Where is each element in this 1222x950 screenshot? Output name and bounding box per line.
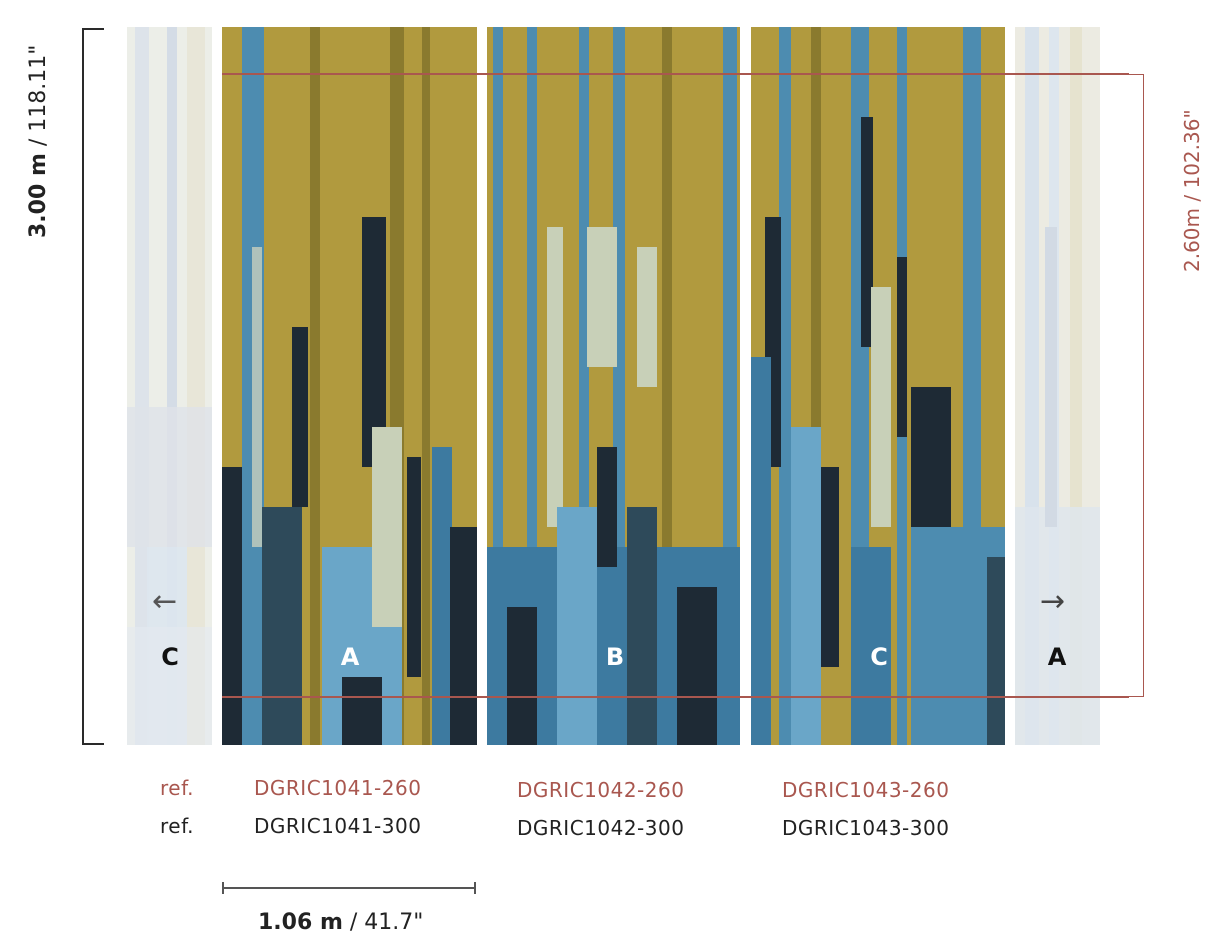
width-label-bold: 1.06 m	[258, 910, 343, 935]
arrow-right-icon: →	[1040, 584, 1066, 619]
panel-letter: C	[870, 643, 888, 671]
height-label-bold: 3.00 m	[26, 153, 51, 238]
panel-a	[222, 27, 477, 745]
ref-code-260: DGRIC1041-260	[254, 776, 422, 800]
ref-code-260: DGRIC1043-260	[782, 778, 950, 802]
panel-b	[487, 27, 740, 745]
ikat-pattern-a	[222, 27, 477, 745]
ref-code-300: DGRIC1041-300	[254, 814, 422, 838]
panel-letter: C	[161, 643, 179, 671]
ref-prefix-260: ref.	[160, 776, 195, 800]
width-measure-line	[222, 887, 476, 889]
ikat-pattern-c	[751, 27, 1005, 745]
usable-height-bracket	[1122, 74, 1144, 697]
bottom-usable-line	[222, 696, 1129, 698]
width-measure-tick-right	[474, 882, 476, 894]
width-label-rest: / 41.7"	[342, 910, 424, 935]
arrow-left-icon: ←	[152, 584, 178, 619]
pale-ikat-pattern	[1015, 27, 1100, 745]
pale-ikat-pattern	[127, 27, 212, 745]
width-measure-tick-left	[222, 882, 224, 894]
height-bracket	[82, 28, 104, 745]
ref-code-300: DGRIC1042-300	[517, 816, 685, 840]
height-label-rest: / 118.11"	[26, 44, 51, 154]
top-usable-line	[222, 73, 1129, 75]
ref-code-300: DGRIC1043-300	[782, 816, 950, 840]
usable-height-label: 2.60m / 102.36"	[1180, 109, 1204, 272]
panel-letter: A	[340, 643, 360, 671]
ref-code-260: DGRIC1042-260	[517, 778, 685, 802]
panel-preview-right-a	[1015, 27, 1100, 745]
panel-letter: A	[1047, 643, 1067, 671]
panel-letter: B	[605, 643, 625, 671]
ikat-pattern-b	[487, 27, 740, 745]
height-label: 3.00 m / 118.11"	[26, 45, 51, 238]
width-label: 1.06 m / 41.7"	[258, 910, 423, 935]
ref-prefix-300: ref.	[160, 814, 195, 838]
panel-c	[751, 27, 1005, 745]
panel-preview-left-c	[127, 27, 212, 745]
